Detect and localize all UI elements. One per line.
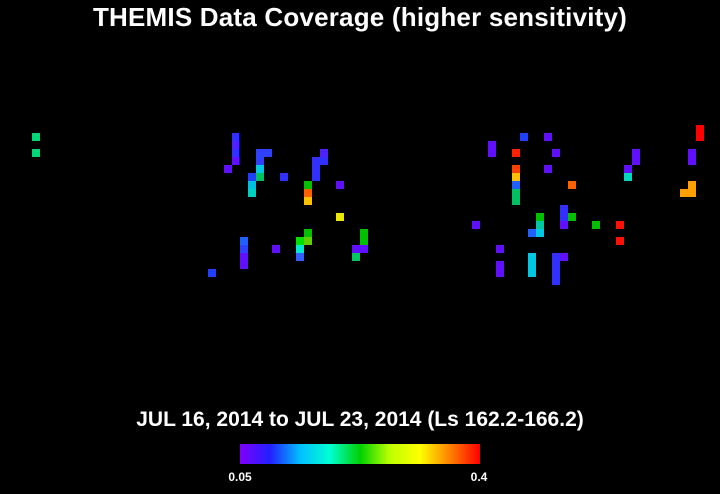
colorbar-min-label: 0.05: [228, 470, 252, 484]
page-title: THEMIS Data Coverage (higher sensitivity…: [92, 2, 628, 32]
colorbar-gradient: [240, 444, 480, 464]
coverage-blocks: [32, 125, 704, 285]
date-range-label: JUL 16, 2014 to JUL 23, 2014 (Ls 162.2-1…: [136, 408, 584, 431]
colorbar-max-label: 0.4: [470, 470, 488, 484]
colorbar: [240, 444, 480, 464]
